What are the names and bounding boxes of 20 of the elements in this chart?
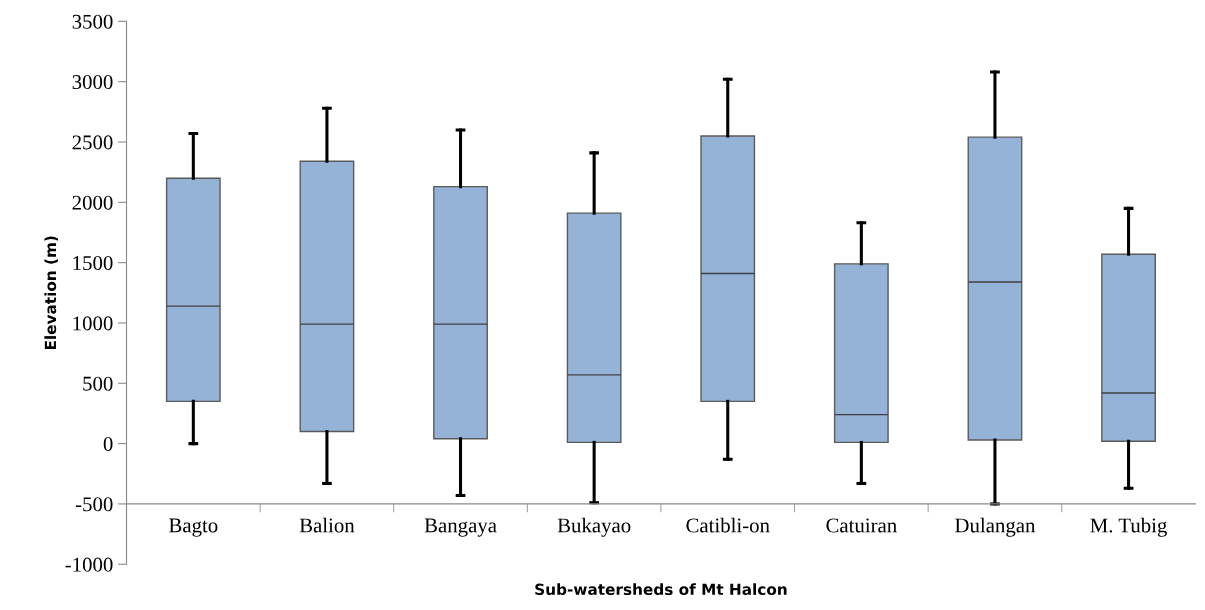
y-tick-label: -1000 <box>65 557 113 572</box>
y-tick-label: 1000 <box>73 316 113 331</box>
x-tick-label: Bukayao <box>557 517 631 537</box>
y-tick-label: 0 <box>103 436 113 452</box>
x-tick-label: Bangaya <box>424 518 497 537</box>
x-axis-title: Sub-watersheds of Mt Halcon <box>535 583 787 596</box>
y-tick-label: 3000 <box>72 75 113 90</box>
x-tick-label: Catuiran <box>826 518 897 533</box>
x-tick-label: Dulangan <box>955 517 1036 537</box>
x-tick-label: M. Tubig <box>1090 517 1167 537</box>
x-tick-label: Bagto <box>169 518 218 537</box>
y-tick-label: 2000 <box>72 195 113 210</box>
x-tick-label: Balion <box>299 517 355 533</box>
y-tick-label: 1500 <box>73 256 113 271</box>
y-tick-label: 3500 <box>72 14 113 29</box>
y-tick-label: -500 <box>75 497 113 512</box>
y-axis-title: Elevation (m) <box>44 236 59 350</box>
y-tick-label: 2500 <box>72 135 113 150</box>
x-tick-label: Catibli-on <box>686 517 770 533</box>
y-tick-label: 500 <box>83 376 113 391</box>
